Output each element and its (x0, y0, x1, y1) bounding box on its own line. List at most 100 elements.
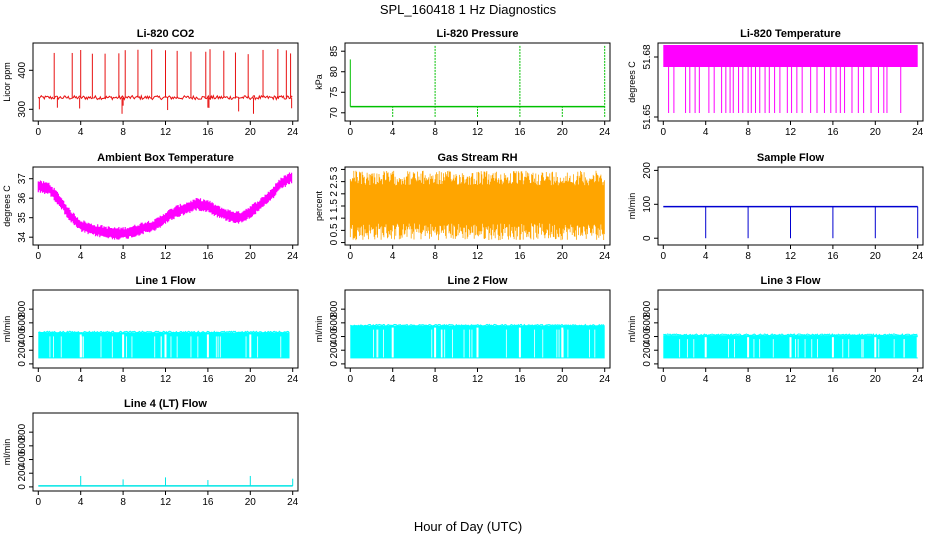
panel-title: Li-820 Temperature (740, 28, 841, 40)
panel-title: Line 1 Flow (136, 275, 196, 287)
series-line1 (37, 330, 290, 359)
x-tick-label: 20 (557, 374, 569, 385)
y-tick-label: 0 (329, 361, 340, 367)
x-tick-label: 4 (390, 374, 396, 385)
panel-ylabel: ml/min (2, 439, 12, 466)
panel-line2: Line 2 Flow ml/min 0 4 8 12 16 20 24 0 20040060080… (314, 275, 611, 385)
box-temp-band (37, 172, 293, 240)
x-tick-label: 24 (912, 127, 924, 138)
x-tick-label: 0 (348, 251, 354, 262)
y-tick-label: 800 (17, 300, 28, 317)
x-tick-label: 0 (661, 127, 667, 138)
panel-title: Li-820 CO2 (137, 28, 194, 40)
x-tick-label: 24 (599, 251, 611, 262)
panel-ylabel: ml/min (627, 316, 637, 343)
x-tick-label: 8 (120, 251, 126, 262)
y-tick-label: 2 (329, 191, 340, 197)
y-tick-label: 80 (329, 66, 340, 78)
x-tick-label: 4 (78, 127, 84, 138)
x-tick-label: 24 (599, 374, 611, 385)
y-tick-label: 400 (329, 328, 340, 345)
y-tick-label: 300 (17, 101, 28, 118)
y-tick-label: 0 (17, 484, 28, 490)
y-tick-label: 400 (17, 62, 28, 79)
y-tick-label: 51.68 (642, 44, 653, 69)
y-tick-label: 1.5 (329, 199, 340, 213)
panel-title: Line 2 Flow (448, 275, 508, 287)
x-tick-label: 16 (202, 497, 214, 508)
y-tick-label: 800 (329, 300, 340, 317)
x-tick-label: 12 (472, 127, 484, 138)
y-tick-label: 1 (329, 215, 340, 221)
x-tick-label: 20 (870, 374, 882, 385)
flow-top (350, 323, 605, 327)
x-tick-label: 8 (120, 127, 126, 138)
y-tick-label: 600 (642, 314, 653, 331)
x-tick-label: 12 (160, 374, 172, 385)
x-tick-label: 16 (514, 251, 526, 262)
x-tick-label: 16 (827, 374, 839, 385)
x-tick-label: 8 (432, 127, 438, 138)
flow-band (38, 332, 290, 359)
y-tick-label: 600 (17, 314, 28, 331)
x-tick-label: 20 (557, 251, 569, 262)
x-tick-label: 12 (472, 374, 484, 385)
x-tick-label: 0 (348, 127, 354, 138)
panel-title: Ambient Box Temperature (97, 152, 234, 164)
x-tick-label: 4 (703, 127, 709, 138)
panel-ylabel: percent (314, 190, 324, 221)
series-rh (349, 170, 605, 241)
figure-title: SPL_160418 1 Hz Diagnostics (380, 2, 557, 17)
y-tick-label: 100 (642, 196, 653, 213)
x-tick-label: 24 (599, 127, 611, 138)
panel-co2: Li-820 CO2 Licor ppm 0 4 8 12 16 20 24 300 400 (2, 28, 299, 138)
y-tick-label: 200 (642, 341, 653, 358)
panel-ylabel: degrees C (2, 185, 12, 227)
flow-top (37, 330, 290, 334)
y-tick-label: 35 (17, 212, 28, 224)
x-tick-label: 24 (912, 251, 924, 262)
x-tick-label: 12 (472, 251, 484, 262)
series-pressure (349, 45, 606, 117)
y-tick-label: 400 (17, 328, 28, 345)
panel-line1: Line 1 Flow ml/min 0 4 8 12 16 20 24 0 20040060080… (2, 275, 299, 385)
panel-ylabel: ml/min (314, 316, 324, 343)
y-tick-label: 0 (329, 239, 340, 245)
y-tick-label: 34 (17, 231, 28, 243)
x-tick-label: 0 (36, 127, 42, 138)
panel-rh: Gas Stream RH percent 0 4 8 12 16 20 24 0 0.5 1 1.5 2… (314, 152, 611, 262)
x-tick-label: 20 (870, 127, 882, 138)
x-tick-label: 16 (202, 251, 214, 262)
x-tick-label: 16 (514, 127, 526, 138)
series-line2 (350, 323, 605, 359)
series-sample_flow (663, 205, 919, 239)
x-tick-label: 20 (245, 251, 257, 262)
y-tick-label: 36 (17, 192, 28, 204)
y-tick-label: 400 (17, 451, 28, 468)
x-tick-label: 4 (78, 497, 84, 508)
x-tick-label: 0 (36, 251, 42, 262)
y-tick-label: 0 (17, 361, 28, 367)
x-tick-label: 20 (245, 127, 257, 138)
x-tick-label: 12 (160, 127, 172, 138)
y-tick-label: 0.5 (329, 223, 340, 237)
x-tick-label: 4 (390, 251, 396, 262)
panel-pressure: Li-820 Pressure kPa 0 4 8 12 16 20 24 70 75 80 85 (314, 28, 611, 138)
rh-band (349, 170, 605, 241)
x-tick-label: 4 (703, 251, 709, 262)
x-tick-label: 24 (287, 127, 299, 138)
x-tick-label: 0 (348, 374, 354, 385)
x-tick-label: 8 (745, 127, 751, 138)
y-tick-label: 200 (329, 341, 340, 358)
x-tick-label: 12 (785, 127, 797, 138)
panel-title: Sample Flow (757, 152, 825, 164)
x-tick-label: 0 (36, 374, 42, 385)
x-tick-label: 20 (870, 251, 882, 262)
series-line4 (38, 475, 294, 487)
x-tick-label: 24 (287, 374, 299, 385)
series-box_temp (37, 172, 293, 240)
x-tick-label: 16 (202, 127, 214, 138)
x-tick-label: 4 (78, 251, 84, 262)
x-tick-label: 20 (245, 497, 257, 508)
